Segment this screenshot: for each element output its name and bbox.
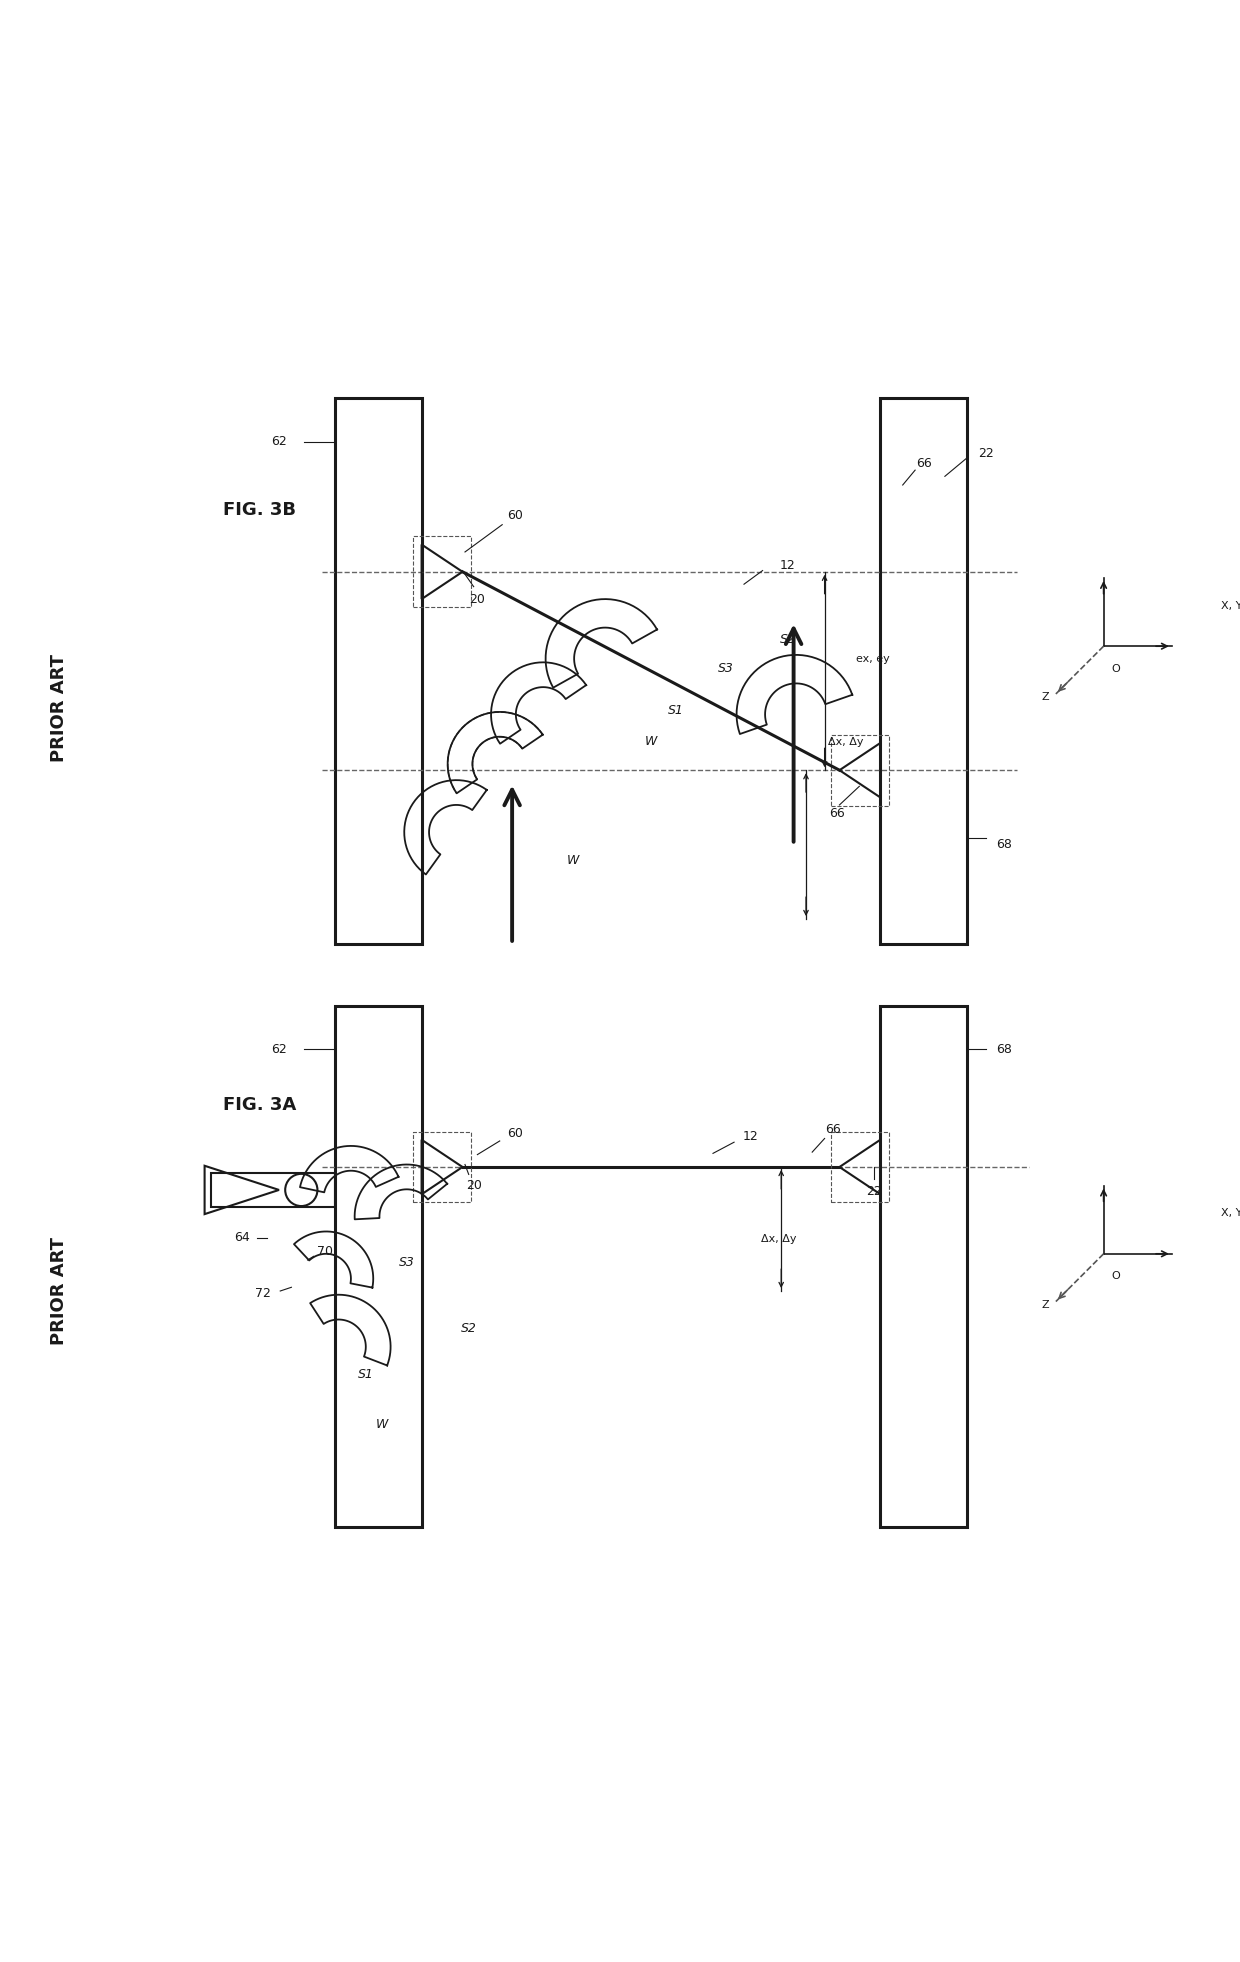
Text: 12: 12 — [780, 559, 795, 573]
Text: ex, ey: ex, ey — [856, 653, 890, 663]
Text: 70: 70 — [317, 1244, 332, 1258]
Text: 22: 22 — [978, 447, 993, 461]
Text: 72: 72 — [255, 1287, 270, 1301]
Text: 60: 60 — [507, 510, 522, 522]
Text: X, Y(U, V): X, Y(U, V) — [1221, 600, 1240, 610]
Text: S3: S3 — [399, 1256, 414, 1269]
Text: 20: 20 — [470, 593, 485, 606]
Text: 60: 60 — [507, 1126, 522, 1140]
Text: Z: Z — [1042, 1301, 1049, 1311]
Text: S3: S3 — [718, 661, 733, 675]
Text: 20: 20 — [466, 1179, 481, 1193]
Text: Δx, Δy: Δx, Δy — [761, 1234, 796, 1244]
Text: 12: 12 — [743, 1130, 758, 1142]
Text: 64: 64 — [234, 1232, 249, 1244]
Text: S2: S2 — [461, 1322, 476, 1334]
Text: 66: 66 — [826, 1124, 841, 1136]
Text: W: W — [567, 853, 579, 867]
Text: O: O — [1111, 1271, 1121, 1281]
Text: PRIOR ART: PRIOR ART — [50, 653, 68, 761]
Text: S1: S1 — [668, 704, 683, 718]
Text: FIG. 3B: FIG. 3B — [223, 500, 296, 518]
Text: 66: 66 — [830, 806, 844, 820]
Text: W: W — [376, 1419, 388, 1432]
Text: X, Y(U, V): X, Y(U, V) — [1221, 1209, 1240, 1218]
Text: PRIOR ART: PRIOR ART — [50, 1236, 68, 1346]
Text: 66: 66 — [916, 457, 931, 471]
Text: O: O — [1111, 663, 1121, 673]
Text: S2: S2 — [780, 634, 795, 647]
Text: FIG. 3A: FIG. 3A — [223, 1097, 296, 1114]
Text: 68: 68 — [997, 1042, 1012, 1056]
Text: 68: 68 — [997, 838, 1012, 852]
Text: 62: 62 — [272, 436, 286, 447]
Text: W: W — [645, 736, 657, 748]
Text: Z: Z — [1042, 693, 1049, 702]
Text: Δx, Δy: Δx, Δy — [828, 736, 863, 748]
Text: 62: 62 — [272, 1042, 286, 1056]
Text: S1: S1 — [358, 1368, 373, 1381]
Text: 22: 22 — [867, 1185, 882, 1199]
